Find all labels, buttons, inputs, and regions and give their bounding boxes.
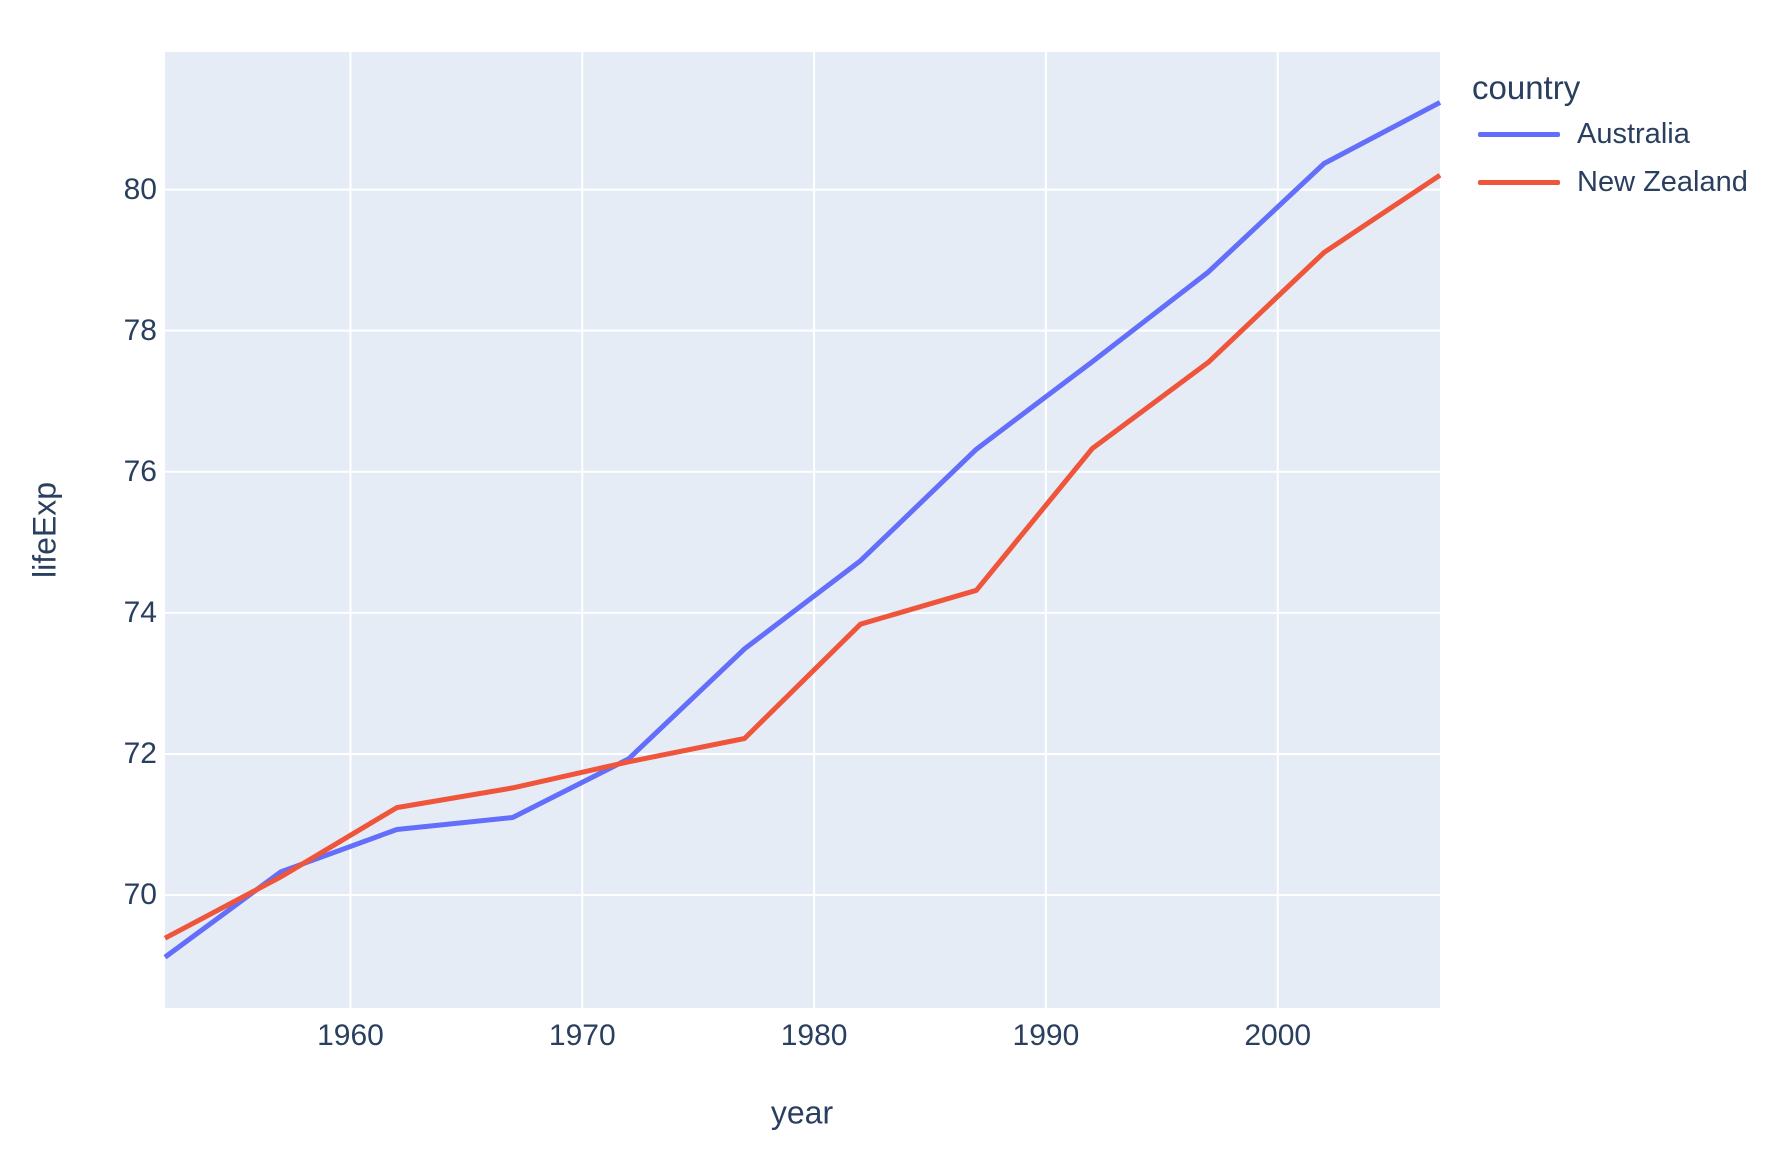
line-new-zealand[interactable]	[163, 173, 1442, 941]
x-tick-label: 2000	[1244, 1019, 1312, 1052]
line-australia[interactable]	[163, 100, 1442, 960]
x-tick-label: 1990	[1012, 1019, 1080, 1052]
y-tick-label: 70	[123, 878, 157, 912]
legend-title: country	[1472, 69, 1581, 106]
x-tick-label: 1980	[780, 1019, 848, 1052]
x-tick-label: 1970	[548, 1019, 616, 1052]
legend-item-label: New Zealand	[1577, 166, 1748, 198]
legend-item-label: Australia	[1577, 118, 1690, 150]
legend-item-australia[interactable]: Australia	[1472, 110, 1748, 158]
x-axis-title: year	[770, 1094, 834, 1131]
plot-background	[165, 52, 1440, 1008]
y-axis-title: lifeExp	[26, 481, 63, 579]
legend: country Australia New Zealand	[1472, 66, 1748, 206]
y-tick-label: 74	[123, 595, 157, 629]
legend-item-new-zealand[interactable]: New Zealand	[1472, 158, 1748, 206]
y-tick-label: 78	[123, 313, 157, 347]
y-tick-label: 72	[123, 737, 157, 770]
y-tick-label: 76	[123, 454, 157, 488]
legend-line-swatch	[1478, 131, 1560, 137]
y-tick-label: 80	[123, 172, 157, 206]
x-tick-label: 1960	[317, 1019, 384, 1052]
legend-line-swatch	[1478, 179, 1560, 185]
